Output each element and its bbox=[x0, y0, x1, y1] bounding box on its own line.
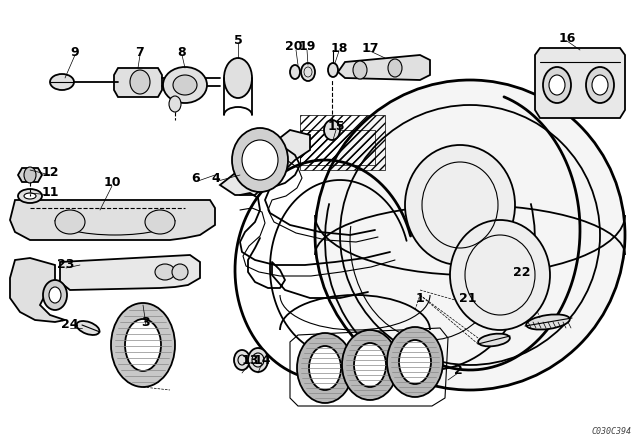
Ellipse shape bbox=[405, 145, 515, 265]
Ellipse shape bbox=[290, 65, 300, 79]
Ellipse shape bbox=[234, 350, 250, 370]
Text: 20: 20 bbox=[285, 40, 303, 53]
Ellipse shape bbox=[232, 128, 288, 192]
Text: 18: 18 bbox=[330, 42, 348, 55]
Text: 16: 16 bbox=[558, 31, 576, 44]
Text: 4: 4 bbox=[212, 172, 220, 185]
Polygon shape bbox=[220, 130, 310, 195]
Ellipse shape bbox=[111, 303, 175, 387]
Ellipse shape bbox=[169, 96, 181, 112]
Text: 15: 15 bbox=[327, 121, 345, 134]
Ellipse shape bbox=[324, 120, 340, 140]
Ellipse shape bbox=[224, 58, 252, 98]
Ellipse shape bbox=[49, 287, 61, 303]
Ellipse shape bbox=[549, 75, 565, 95]
Ellipse shape bbox=[173, 75, 197, 95]
Text: 24: 24 bbox=[61, 319, 79, 332]
Text: 19: 19 bbox=[298, 40, 316, 53]
Text: 23: 23 bbox=[58, 258, 75, 271]
Text: 22: 22 bbox=[513, 266, 531, 279]
Polygon shape bbox=[535, 48, 625, 118]
Ellipse shape bbox=[399, 340, 431, 384]
Polygon shape bbox=[114, 68, 162, 97]
Ellipse shape bbox=[125, 319, 161, 371]
Ellipse shape bbox=[50, 74, 74, 90]
Text: 14: 14 bbox=[253, 353, 271, 366]
Text: 8: 8 bbox=[178, 46, 186, 59]
Text: 11: 11 bbox=[41, 185, 59, 198]
Ellipse shape bbox=[77, 321, 99, 335]
Text: 6: 6 bbox=[192, 172, 200, 185]
Ellipse shape bbox=[450, 220, 550, 330]
Ellipse shape bbox=[297, 333, 353, 403]
Ellipse shape bbox=[592, 75, 608, 95]
Polygon shape bbox=[338, 55, 430, 80]
Ellipse shape bbox=[145, 210, 175, 234]
Ellipse shape bbox=[155, 264, 175, 280]
Ellipse shape bbox=[24, 193, 36, 199]
Ellipse shape bbox=[353, 61, 367, 79]
Ellipse shape bbox=[342, 330, 398, 400]
Ellipse shape bbox=[354, 343, 386, 387]
Ellipse shape bbox=[43, 280, 67, 310]
Ellipse shape bbox=[309, 346, 341, 390]
Text: 9: 9 bbox=[70, 46, 79, 59]
Text: 5: 5 bbox=[234, 34, 243, 47]
Polygon shape bbox=[10, 258, 65, 322]
Text: 1: 1 bbox=[415, 292, 424, 305]
Ellipse shape bbox=[18, 189, 42, 203]
Text: 7: 7 bbox=[136, 46, 145, 59]
Polygon shape bbox=[10, 200, 215, 240]
Ellipse shape bbox=[526, 314, 570, 330]
Text: 2: 2 bbox=[454, 363, 462, 376]
Ellipse shape bbox=[586, 67, 614, 103]
Ellipse shape bbox=[163, 67, 207, 103]
Ellipse shape bbox=[55, 210, 85, 234]
Ellipse shape bbox=[328, 63, 338, 77]
Polygon shape bbox=[60, 255, 200, 290]
Ellipse shape bbox=[24, 167, 36, 183]
Text: 13: 13 bbox=[241, 353, 259, 366]
Ellipse shape bbox=[387, 327, 443, 397]
Polygon shape bbox=[18, 168, 42, 182]
Text: 3: 3 bbox=[141, 315, 150, 328]
Text: 10: 10 bbox=[103, 177, 121, 190]
Ellipse shape bbox=[172, 264, 188, 280]
Text: C030C394: C030C394 bbox=[592, 427, 632, 436]
Ellipse shape bbox=[130, 70, 150, 94]
Ellipse shape bbox=[301, 63, 315, 81]
Ellipse shape bbox=[478, 334, 510, 346]
Text: 21: 21 bbox=[460, 292, 477, 305]
Ellipse shape bbox=[315, 80, 625, 390]
Text: 12: 12 bbox=[41, 165, 59, 178]
Ellipse shape bbox=[242, 140, 278, 180]
Bar bbox=[300, 115, 385, 170]
Text: 17: 17 bbox=[361, 42, 379, 55]
Ellipse shape bbox=[388, 59, 402, 77]
Ellipse shape bbox=[248, 348, 268, 372]
Ellipse shape bbox=[543, 67, 571, 103]
Bar bbox=[300, 130, 375, 165]
